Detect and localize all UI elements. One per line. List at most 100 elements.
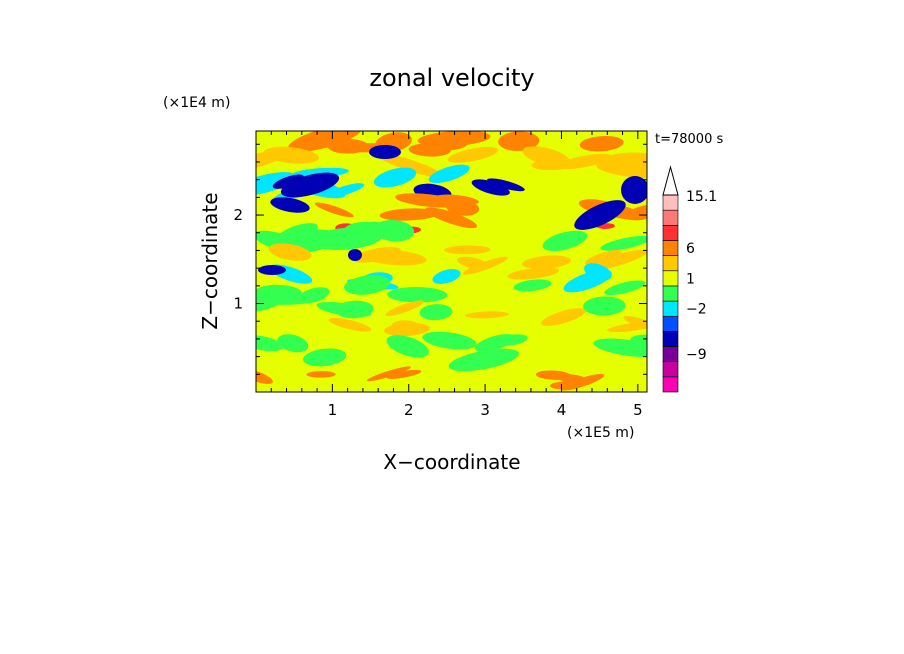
velocity-contour [487, 178, 525, 192]
velocity-contour [550, 381, 578, 390]
velocity-contour [270, 197, 310, 213]
x-unit-label: (×1E5 m) [567, 425, 634, 441]
x-tick-label: 2 [404, 401, 414, 419]
velocity-contour [522, 146, 571, 167]
time-label: t=78000 s [655, 132, 723, 147]
x-axis-label: X−coordinate [383, 450, 520, 474]
colorbar-swatch [662, 225, 679, 241]
velocity-contour [344, 275, 390, 295]
velocity-contour [443, 245, 491, 255]
velocity-contour [387, 287, 448, 303]
velocity-contour [579, 135, 624, 152]
x-tick-label: 1 [328, 401, 338, 419]
velocity-contour [419, 304, 453, 321]
plot-area [255, 130, 648, 393]
colorbar-swatch [662, 255, 679, 272]
velocity-contour [323, 137, 371, 152]
velocity-contour [623, 315, 647, 329]
velocity-contour [448, 348, 520, 372]
colorbar-swatch [662, 300, 679, 317]
colorbar: 15.1 6 1 −2 −9 [662, 165, 717, 393]
velocity-contour [563, 269, 612, 293]
velocity-contour [498, 131, 540, 151]
velocity-contour [513, 279, 552, 292]
velocity-contour [369, 145, 401, 159]
colorbar-swatch [662, 270, 679, 287]
velocity-contour [328, 317, 372, 332]
velocity-contour [507, 267, 560, 280]
y-tick-label: 2 [233, 206, 243, 224]
velocity-contour [386, 335, 429, 358]
colorbar-swatch [662, 240, 679, 256]
colorbar-swatch [662, 194, 679, 211]
velocity-contour [277, 334, 309, 353]
velocity-contour [306, 371, 336, 378]
velocity-contour [256, 369, 273, 384]
colorbar-swatch [662, 209, 679, 226]
colorbar-swatch [662, 331, 679, 347]
velocity-contour [428, 164, 470, 184]
velocity-field [256, 131, 647, 391]
velocity-contour [348, 249, 362, 261]
plot-frame [255, 130, 648, 393]
velocity-contour [316, 301, 372, 317]
x-tick-label: 5 [633, 401, 643, 419]
velocity-contour [471, 179, 510, 196]
x-tick-label: 4 [557, 401, 567, 419]
velocity-contour [256, 149, 290, 172]
velocity-contour [408, 143, 451, 157]
velocity-contour [600, 235, 647, 251]
y-ticks: 12 [233, 143, 647, 375]
velocity-contour [391, 320, 421, 333]
y-unit-label: (×1E4 m) [163, 95, 230, 111]
velocity-contour [542, 230, 588, 251]
velocity-contour [626, 204, 647, 221]
colorbar-label: 1 [686, 271, 695, 287]
velocity-contour [272, 174, 305, 189]
colorbar-label: 15.1 [686, 189, 717, 205]
velocity-contour [587, 249, 647, 271]
velocity-contour [375, 152, 444, 178]
velocity-contour [541, 308, 586, 326]
colorbar-swatch [662, 285, 679, 302]
velocity-contour [574, 200, 626, 230]
colorbar-extend-arrow [662, 165, 679, 196]
colorbar-swatch [662, 346, 679, 362]
velocity-contour [585, 249, 622, 265]
velocity-contour [432, 269, 461, 284]
colorbar-label: −2 [686, 302, 707, 318]
colorbar-swatch [662, 361, 679, 378]
velocity-contour [268, 243, 312, 261]
velocity-contour [258, 265, 286, 275]
velocity-contour [385, 300, 424, 317]
x-tick-label: 3 [480, 401, 490, 419]
velocity-contour [583, 296, 626, 316]
velocity-contour [607, 321, 647, 333]
x-ticks: 1 2 3 4 5 [270, 131, 643, 419]
velocity-contour [314, 202, 354, 218]
y-axis-label: Z−coordinate [198, 192, 222, 329]
velocity-contour [417, 131, 491, 147]
velocity-contour [366, 366, 411, 382]
y-tick-label: 1 [233, 295, 243, 313]
colorbar-swatch [662, 315, 679, 332]
velocity-contour [462, 256, 508, 275]
chart-title: zonal velocity [369, 64, 534, 92]
velocity-contour [327, 183, 365, 198]
velocity-contour [555, 153, 612, 170]
velocity-contour [604, 280, 646, 296]
velocity-contour [379, 208, 439, 221]
colorbar-label: 6 [686, 241, 695, 257]
velocity-contour [522, 255, 572, 270]
velocity-contour [256, 335, 284, 352]
velocity-contour [464, 311, 509, 319]
colorbar-label: −9 [686, 347, 707, 363]
colorbar-swatch [662, 376, 679, 393]
velocity-contour [422, 331, 477, 350]
velocity-contour [373, 167, 417, 188]
velocity-contour [386, 369, 422, 379]
velocity-contour [593, 338, 647, 357]
velocity-contour [435, 194, 479, 205]
velocity-contour [352, 246, 401, 263]
